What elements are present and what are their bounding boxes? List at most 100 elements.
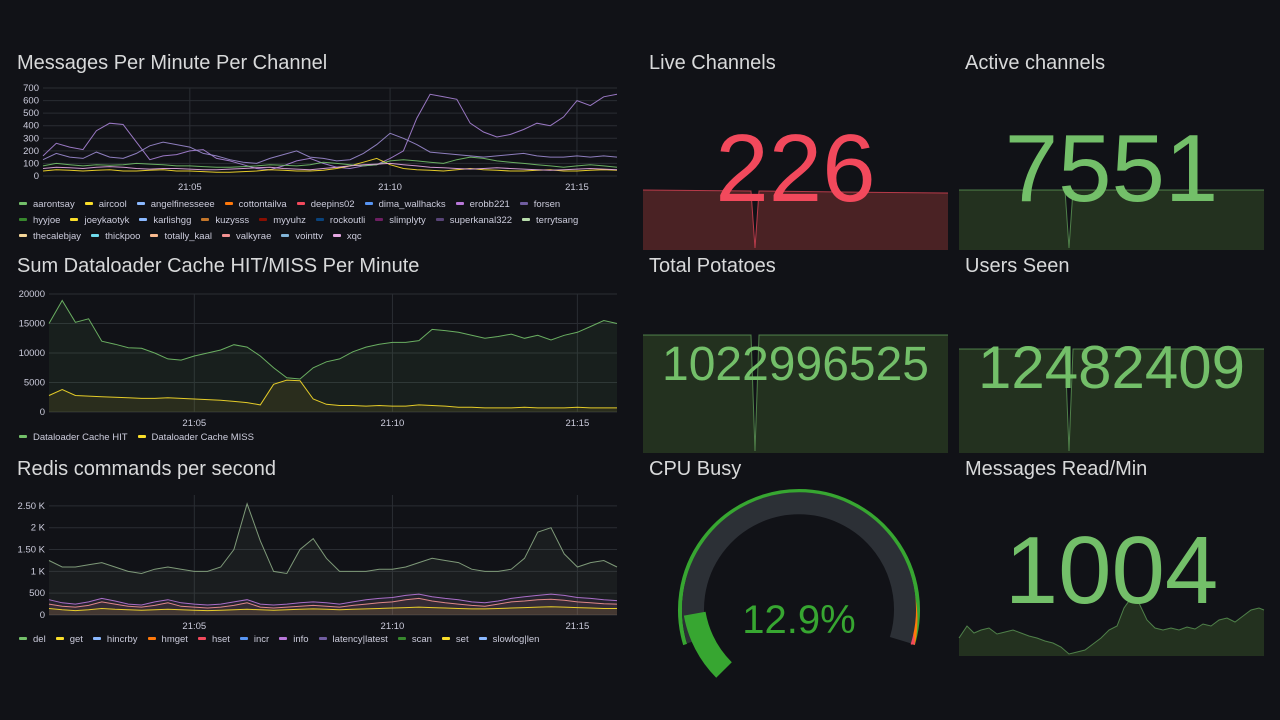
- x-tick-label: 21:10: [381, 621, 405, 632]
- cpu-busy-gauge: [678, 489, 920, 678]
- legend-swatch: [224, 201, 233, 205]
- y-tick-label: 2.50 K: [18, 501, 46, 512]
- legend-swatch: [478, 636, 487, 640]
- legend-label: karlishgg: [153, 215, 192, 226]
- legend-item[interactable]: incr: [239, 632, 270, 648]
- legend-swatch: [84, 201, 93, 205]
- series-line: [42, 157, 618, 173]
- y-tick-label: 10000: [19, 348, 45, 359]
- series-line: [48, 597, 618, 609]
- legend-item[interactable]: deepins02: [296, 197, 355, 213]
- legend-label: terrytsang: [536, 215, 579, 226]
- legend-item[interactable]: superkanal322: [435, 213, 512, 229]
- y-tick-label: 2 K: [31, 523, 46, 534]
- legend-label: incr: [253, 634, 270, 645]
- panel-title: Messages Read/Min: [965, 458, 1148, 480]
- legend-item[interactable]: slimplyty: [375, 213, 426, 229]
- legend-item[interactable]: myyuhz: [259, 213, 306, 229]
- legend-item[interactable]: hmget: [147, 632, 188, 648]
- redis-panel[interactable]: Redis commands per second 0 500 1 K 1.50 K 2…: [17, 458, 632, 653]
- legend-item[interactable]: thecalebjay: [19, 229, 81, 245]
- legend-label: rockoutli: [329, 215, 366, 226]
- cpu-busy-panel[interactable]: CPU Busy 12.9%: [643, 458, 948, 678]
- legend-item[interactable]: hincrby: [92, 632, 138, 648]
- legend-swatch: [147, 636, 156, 640]
- legend-item[interactable]: scan: [397, 632, 432, 648]
- cache-legend: Dataloader Cache HIT Dataloader Cache MIS…: [19, 430, 619, 446]
- legend-item[interactable]: hset: [197, 632, 230, 648]
- legend-item[interactable]: terrytsang: [522, 213, 578, 229]
- legend-item[interactable]: dima_wallhacks: [364, 197, 446, 213]
- legend-item[interactable]: vointtv: [281, 229, 323, 245]
- legend-swatch: [397, 636, 406, 640]
- messages-read-panel[interactable]: Messages Read/Min 1004: [958, 458, 1265, 656]
- legend-swatch: [364, 201, 373, 205]
- legend-swatch: [441, 636, 450, 640]
- legend-label: cottontailva: [238, 199, 287, 210]
- series-line: [42, 132, 618, 164]
- legend-item[interactable]: aarontsay: [19, 197, 75, 213]
- y-tick-label: 200: [23, 146, 39, 157]
- legend-item[interactable]: latency|latest: [318, 632, 388, 648]
- legend-swatch: [519, 201, 528, 205]
- legend-item[interactable]: del: [19, 632, 46, 648]
- legend-item[interactable]: info: [279, 632, 309, 648]
- legend-item[interactable]: xqc: [332, 229, 362, 245]
- messages-read-sparkline: [958, 597, 1265, 656]
- cache-panel[interactable]: Sum Dataloader Cache HIT/MISS Per Minute…: [17, 255, 632, 450]
- users-seen-panel[interactable]: Users Seen 12482409: [959, 255, 1264, 453]
- y-tick-label: 0: [40, 610, 45, 621]
- legend-item[interactable]: valkyrae: [221, 229, 271, 245]
- legend-item[interactable]: forsen: [519, 197, 560, 213]
- legend-swatch: [318, 636, 327, 640]
- active-channels-panel[interactable]: Active channels 7551: [959, 52, 1264, 250]
- total-potatoes-sparkline: [643, 334, 948, 453]
- series-area: [49, 380, 617, 412]
- legend-label: deepins02: [310, 199, 355, 210]
- legend-label: hset: [211, 634, 230, 645]
- panel-title: Total Potatoes: [649, 255, 776, 277]
- legend-item[interactable]: kuzysss: [201, 213, 249, 229]
- legend-item[interactable]: cottontailva: [224, 197, 287, 213]
- series-area: [49, 300, 617, 412]
- y-tick-label: 0: [40, 407, 45, 418]
- messages-panel[interactable]: Messages Per Minute Per Channel 0 100 200 3…: [17, 52, 632, 247]
- y-tick-label: 700: [23, 83, 39, 94]
- legend-label: erobb221: [469, 199, 510, 210]
- cache-chart[interactable]: 0 5000 10000 15000 20000 21:05 21:10 21:15: [17, 255, 632, 430]
- legend-label: hyyjoe: [33, 215, 61, 226]
- panel-title: Users Seen: [965, 255, 1070, 277]
- legend-item[interactable]: set: [441, 632, 469, 648]
- legend-item[interactable]: Dataloader Cache MISS: [137, 430, 254, 446]
- legend-item[interactable]: hyyjoe: [19, 213, 60, 229]
- x-tick-label: 21:10: [378, 182, 402, 193]
- total-potatoes-panel[interactable]: Total Potatoes 1022996525: [643, 255, 948, 453]
- live-channels-panel[interactable]: Live Channels 226: [642, 52, 949, 250]
- legend-item[interactable]: thickpoo: [91, 229, 140, 245]
- x-tick-label: 21:05: [182, 418, 206, 429]
- live-channels-value: 226: [715, 115, 876, 222]
- legend-item[interactable]: joeykaotyk: [70, 213, 129, 229]
- legend-item[interactable]: Dataloader Cache HIT: [19, 430, 128, 446]
- y-tick-label: 600: [23, 96, 39, 107]
- legend-label: Dataloader Cache MISS: [151, 432, 254, 443]
- panel-title: Sum Dataloader Cache HIT/MISS Per Minute: [17, 255, 420, 277]
- series-line: [42, 156, 618, 168]
- legend-item[interactable]: erobb221: [455, 197, 510, 213]
- redis-chart[interactable]: 0 500 1 K 1.50 K 2 K 2.50 K 21:05 21:10 21:15: [17, 458, 632, 633]
- y-tick-label: 5000: [24, 378, 45, 389]
- legend-item[interactable]: aircool: [84, 197, 127, 213]
- legend-item[interactable]: slowlog|len: [478, 632, 539, 648]
- legend-item[interactable]: karlishgg: [139, 213, 191, 229]
- panel-title: Messages Per Minute Per Channel: [17, 52, 328, 74]
- y-tick-label: 1.50 K: [18, 545, 46, 556]
- legend-item[interactable]: angelfinesseee: [136, 197, 215, 213]
- legend-item[interactable]: rockoutli: [315, 213, 366, 229]
- legend-label: scan: [411, 634, 432, 645]
- legend-swatch: [522, 217, 531, 221]
- legend-swatch: [55, 636, 64, 640]
- legend-item[interactable]: get: [55, 632, 83, 648]
- legend-item[interactable]: totally_kaal: [150, 229, 212, 245]
- series-area: [49, 503, 617, 615]
